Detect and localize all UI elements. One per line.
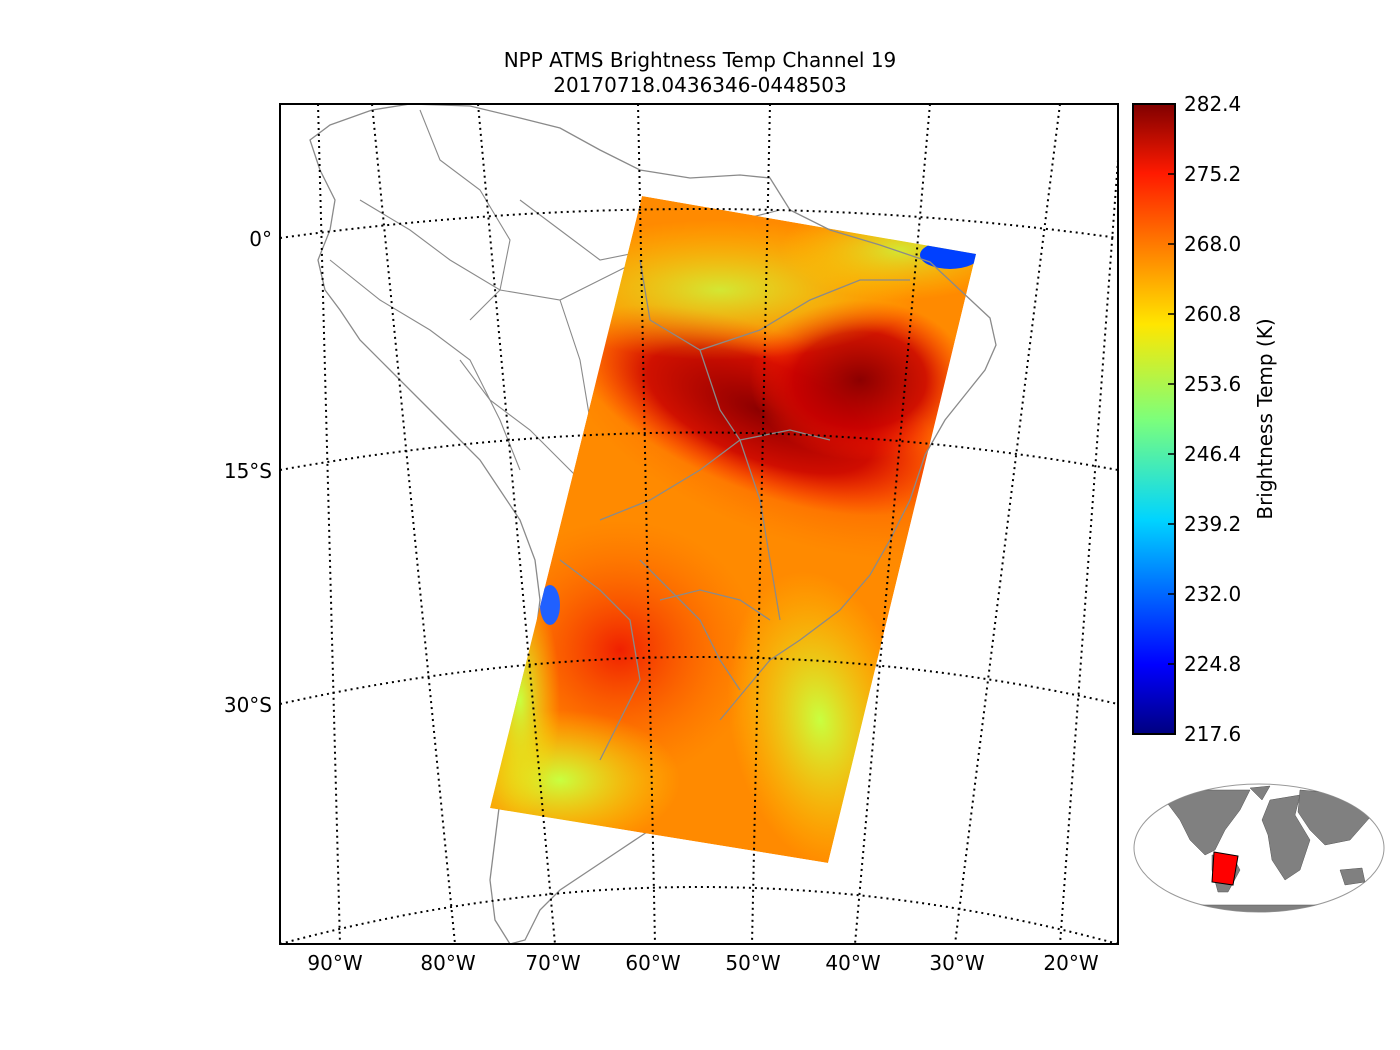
meridian-70w — [477, 104, 556, 944]
colorbar-tick-label: 224.8 — [1184, 652, 1241, 676]
meridian-20w — [1059, 159, 1118, 944]
colorbar-tick-label: 268.0 — [1184, 232, 1241, 256]
chart-title: NPP ATMS Brightness Temp Channel 19 — [503, 48, 897, 72]
colorbar-tick-label: 253.6 — [1184, 372, 1241, 396]
inset-world-map — [1133, 783, 1385, 913]
inset-swath-marker — [1211, 851, 1239, 886]
colorbar — [1132, 103, 1176, 735]
lon-label: 70°W — [525, 951, 580, 975]
colorbar-ticks: 282.4 275.2 268.0 260.8 253.6 246.4 239.2 232.0… — [1168, 92, 1241, 746]
colorbar-label: Brightness Temp (K) — [1253, 318, 1277, 519]
lon-label: 40°W — [825, 951, 880, 975]
inset-europe-africa — [1261, 794, 1311, 881]
meridian-60w — [637, 104, 656, 944]
meridian-90w — [317, 104, 341, 944]
lat-label: 0° — [249, 227, 272, 251]
colorbar-tick-label: 260.8 — [1184, 302, 1241, 326]
lon-label: 50°W — [725, 951, 780, 975]
inset-antarctica — [1149, 904, 1371, 912]
lon-label: 80°W — [420, 951, 475, 975]
colorbar-tick-label: 232.0 — [1184, 582, 1241, 606]
chart-subtitle: 20170718.0436346-0448503 — [553, 73, 847, 97]
inset-greenland — [1249, 785, 1271, 801]
colorbar-tick-label: 282.4 — [1184, 92, 1241, 116]
lon-label: 60°W — [625, 951, 680, 975]
lon-label: 20°W — [1043, 951, 1098, 975]
map-frame — [279, 103, 1119, 945]
meridian-80w — [371, 104, 456, 944]
parallel-15s — [280, 431, 1118, 471]
meridian-50w — [751, 104, 771, 944]
meridian-40w — [854, 104, 931, 944]
map-content — [280, 104, 1118, 944]
colorbar-tick-label: 275.2 — [1184, 162, 1241, 186]
lat-label: 30°S — [224, 693, 272, 717]
colorbar-tick-label: 246.4 — [1184, 442, 1241, 466]
colorbar-tick-label: 239.2 — [1184, 512, 1241, 536]
lat-label: 15°S — [224, 459, 272, 483]
parallel-30s — [280, 656, 1118, 705]
colorbar-tick-label: 217.6 — [1184, 722, 1241, 746]
parallel-0 — [280, 208, 1118, 239]
graticule — [280, 104, 1118, 944]
lon-label: 90°W — [307, 951, 362, 975]
inset-north-america — [1164, 789, 1251, 856]
lon-label: 30°W — [929, 951, 984, 975]
